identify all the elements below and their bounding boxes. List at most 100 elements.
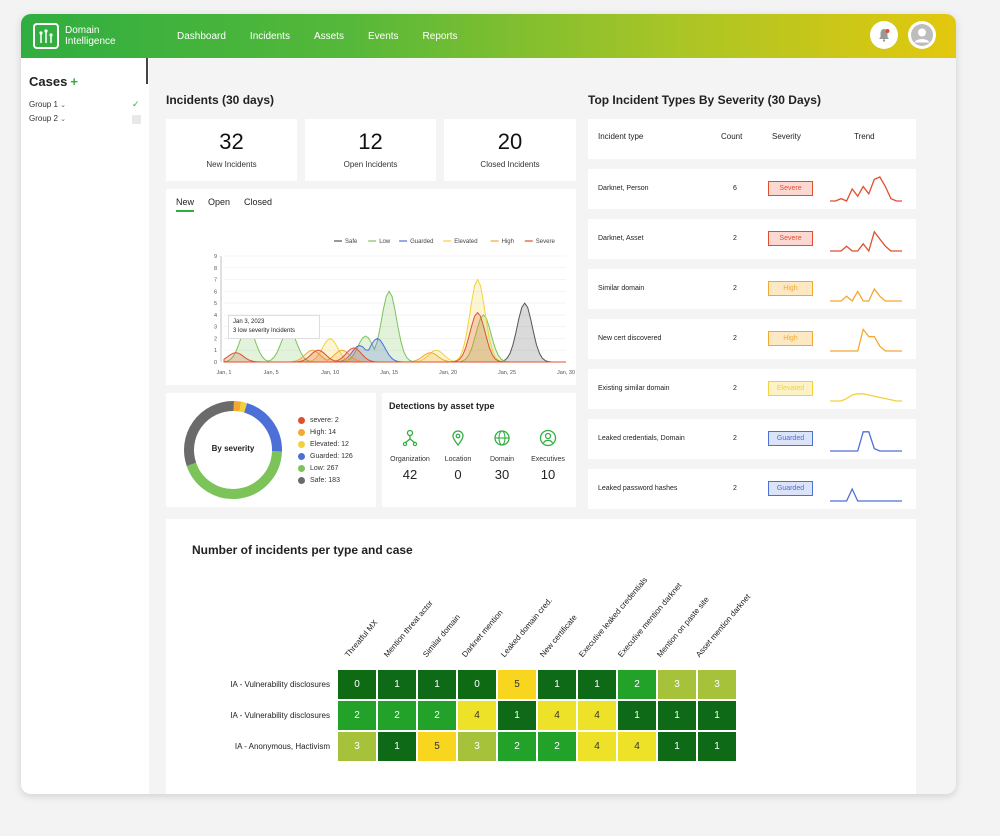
heatmap-cell[interactable]: 1 bbox=[418, 670, 456, 699]
heatmap-cell[interactable]: 1 bbox=[658, 732, 696, 761]
group-1-checkbox[interactable]: ✓ bbox=[132, 99, 140, 109]
stat-open[interactable]: 12 Open Incidents bbox=[305, 119, 436, 181]
detection-executives[interactable]: Executives 10 bbox=[522, 429, 574, 482]
severity-legend-item: Elevated: 12 bbox=[298, 441, 349, 448]
trend-sparkline bbox=[830, 176, 902, 202]
heatmap-cell[interactable]: 4 bbox=[578, 732, 616, 761]
cases-label: Cases bbox=[29, 74, 68, 89]
heatmap-cell[interactable]: 1 bbox=[698, 732, 736, 761]
heatmap-cell[interactable]: 1 bbox=[578, 670, 616, 699]
nav-dashboard[interactable]: Dashboard bbox=[177, 30, 226, 42]
heatmap-cell[interactable]: 1 bbox=[378, 670, 416, 699]
nav-incidents[interactable]: Incidents bbox=[249, 30, 290, 42]
heatmap-row-label: IA - Vulnerability disclosures bbox=[230, 711, 330, 720]
globe-icon bbox=[494, 430, 510, 446]
tab-closed[interactable]: Closed bbox=[244, 197, 273, 207]
nav-assets[interactable]: Assets bbox=[313, 30, 344, 42]
heatmap-cell[interactable]: 4 bbox=[538, 701, 576, 730]
top-type-row[interactable]: New cert discovered 2 High bbox=[588, 319, 916, 359]
severity-legend-item: Safe: 183 bbox=[298, 477, 340, 484]
heatmap-cell[interactable]: 4 bbox=[618, 732, 656, 761]
severity-badge: Elevated bbox=[768, 381, 813, 396]
sidebar-group-1[interactable]: Group 1 ⌄ bbox=[29, 100, 66, 109]
legend-dot bbox=[298, 453, 305, 460]
organization-icon bbox=[402, 429, 418, 447]
heatmap-cell[interactable]: 2 bbox=[538, 732, 576, 761]
heatmap-cell[interactable]: 0 bbox=[458, 670, 496, 699]
stat-new-value: 32 bbox=[219, 129, 244, 154]
heatmap-cell[interactable]: 1 bbox=[378, 732, 416, 761]
row-type: Leaked credentials, Domain bbox=[598, 435, 685, 442]
heatmap-cell[interactable]: 2 bbox=[378, 701, 416, 730]
user-avatar-icon[interactable] bbox=[908, 21, 936, 49]
trend-sparkline bbox=[830, 230, 902, 253]
donut-slice-high bbox=[233, 401, 242, 412]
tab-open[interactable]: Open bbox=[208, 197, 231, 207]
legend-item-low[interactable]: Low bbox=[368, 239, 391, 245]
heatmap-cell[interactable]: 5 bbox=[418, 732, 456, 761]
group-2-checkbox[interactable] bbox=[132, 115, 141, 124]
nav-events[interactable]: Events bbox=[367, 30, 399, 42]
heatmap-cell[interactable]: 1 bbox=[618, 701, 656, 730]
top-type-row[interactable]: Darknet, Asset 2 Severe bbox=[588, 219, 916, 259]
top-type-row[interactable]: Leaked credentials, Domain 2 Guarded bbox=[588, 419, 916, 459]
stat-closed-value: 20 bbox=[497, 129, 523, 154]
legend-item-high[interactable]: High bbox=[490, 239, 514, 245]
heatmap-cell[interactable]: 5 bbox=[498, 670, 536, 699]
severity-badge: Guarded bbox=[768, 431, 813, 446]
cases-sidebar: Cases + Group 1 ⌄ ✓ Group 2 ⌄ bbox=[21, 58, 149, 794]
stat-closed[interactable]: 20 Closed Incidents bbox=[444, 119, 576, 181]
x-tick-label: Jan, 25 bbox=[498, 370, 516, 376]
trend-sparkline bbox=[830, 327, 902, 352]
stat-new[interactable]: 32 New Incidents bbox=[166, 119, 297, 181]
detection-executives-label: Executives bbox=[531, 456, 565, 463]
heatmap-cell[interactable]: 4 bbox=[458, 701, 496, 730]
heatmap-cell[interactable]: 3 bbox=[458, 732, 496, 761]
detection-domain[interactable]: Domain 30 bbox=[476, 429, 528, 482]
heatmap-cell[interactable]: 3 bbox=[698, 670, 736, 699]
top-type-row[interactable]: Darknet, Person 6 Severe bbox=[588, 169, 916, 209]
severity-badge: High bbox=[768, 281, 813, 296]
top-types-table: Incident type Count Severity Trend Darkn… bbox=[588, 119, 916, 509]
heatmap-cell[interactable]: 3 bbox=[338, 732, 376, 761]
y-tick-label: 3 bbox=[214, 325, 217, 331]
x-tick-label: Jan, 20 bbox=[439, 370, 457, 376]
group-1-label: Group 1 bbox=[29, 100, 58, 109]
logo[interactable]: Domain Intelligence bbox=[33, 23, 135, 49]
legend-item-safe[interactable]: Safe bbox=[334, 239, 358, 245]
heatmap-cell[interactable]: 1 bbox=[538, 670, 576, 699]
severity-card: By severity severe: 2 High: 14 Elevated: 1… bbox=[166, 393, 376, 507]
heatmap-cell[interactable]: 4 bbox=[578, 701, 616, 730]
stat-open-label: Open Incidents bbox=[343, 160, 398, 169]
donut-center-label: By severity bbox=[211, 444, 255, 453]
heatmap-cell[interactable]: 1 bbox=[658, 701, 696, 730]
nav-reports[interactable]: Reports bbox=[422, 30, 458, 42]
tab-new[interactable]: New bbox=[176, 197, 195, 212]
heatmap-cell[interactable]: 2 bbox=[338, 701, 376, 730]
legend-item-severe[interactable]: Severe bbox=[524, 239, 556, 245]
heatmap-cell[interactable]: 1 bbox=[698, 701, 736, 730]
heatmap-cell[interactable]: 0 bbox=[338, 670, 376, 699]
legend-dot bbox=[298, 465, 305, 472]
heatmap-column-label: Executive leaked credentials bbox=[577, 575, 650, 659]
heatmap-title: Number of incidents per type and case bbox=[192, 543, 413, 557]
legend-item-guarded[interactable]: Guarded bbox=[399, 239, 433, 245]
heatmap-cell[interactable]: 2 bbox=[498, 732, 536, 761]
legend-item-elevated[interactable]: Elevated bbox=[443, 239, 478, 245]
heatmap-cell[interactable]: 2 bbox=[418, 701, 456, 730]
top-type-row[interactable]: Similar domain 2 High bbox=[588, 269, 916, 309]
detections-card: Detections by asset type Organization 42… bbox=[382, 393, 576, 507]
top-type-row[interactable]: Existing similar domain 2 Elevated bbox=[588, 369, 916, 409]
notification-bell-icon[interactable] bbox=[870, 21, 898, 49]
svg-text:High: High bbox=[502, 239, 514, 245]
top-type-row[interactable]: Leaked password hashes 2 Guarded bbox=[588, 469, 916, 509]
heatmap-cell[interactable]: 3 bbox=[658, 670, 696, 699]
row-type: Similar domain bbox=[598, 285, 645, 292]
heatmap-cell[interactable]: 1 bbox=[498, 701, 536, 730]
add-case-button[interactable]: + bbox=[70, 74, 78, 89]
detection-organization[interactable]: Organization 42 bbox=[384, 429, 436, 482]
heatmap-cell[interactable]: 2 bbox=[618, 670, 656, 699]
detection-location[interactable]: Location 0 bbox=[432, 429, 484, 482]
sidebar-group-2[interactable]: Group 2 ⌄ bbox=[29, 114, 66, 123]
sidebar-scrollbar[interactable] bbox=[146, 58, 148, 84]
